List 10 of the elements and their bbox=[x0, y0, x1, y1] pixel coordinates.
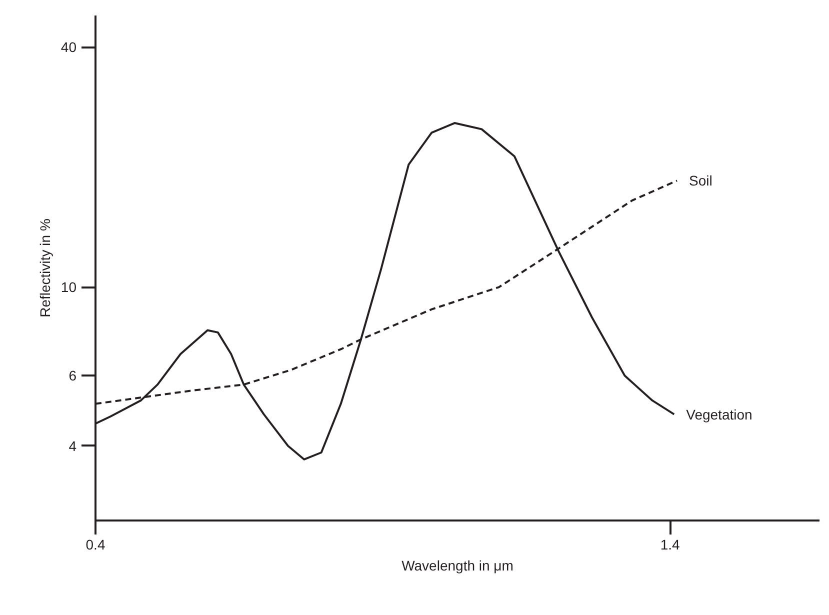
x-axis-title: Wavelength in μm bbox=[402, 558, 514, 574]
y-tick-label: 40 bbox=[60, 39, 77, 56]
y-tick-label: 10 bbox=[60, 279, 77, 296]
x-tick-label: 1.4 bbox=[660, 536, 680, 552]
y-axis-title: Reflectivity in % bbox=[36, 218, 53, 318]
y-tick-label: 6 bbox=[68, 368, 77, 384]
y-tick-label: 4 bbox=[68, 438, 77, 454]
series-label: Vegetation bbox=[686, 406, 752, 422]
x-tick-label: 0.4 bbox=[86, 536, 106, 552]
series-label: Soil bbox=[689, 172, 712, 189]
